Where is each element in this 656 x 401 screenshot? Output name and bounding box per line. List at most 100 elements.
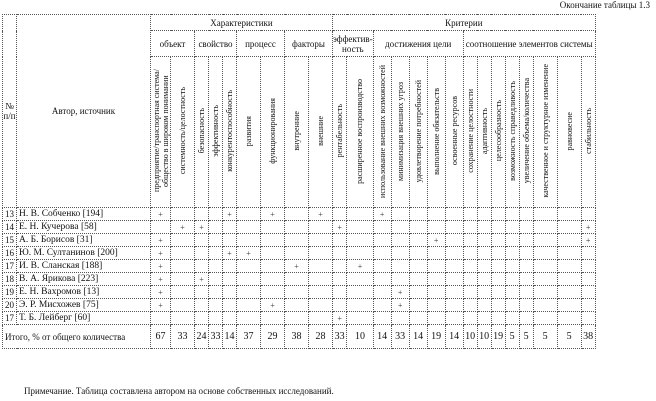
mark-cell [518, 311, 534, 325]
mark-cell: + [580, 233, 596, 247]
mark-cell [170, 285, 195, 299]
row-author: В. А. Ярикова [223] [16, 272, 151, 286]
mark-cell [170, 311, 195, 325]
column-header: выполнение обязательств [426, 56, 446, 208]
column-header: равновесие [556, 56, 582, 208]
mark-cell [556, 207, 582, 221]
row-author: Е. Н. Кучерова [58] [16, 220, 151, 234]
mark-cell: + [194, 272, 209, 286]
mark-cell [444, 311, 464, 325]
mark-cell [331, 246, 348, 260]
mark-cell: + [150, 246, 171, 260]
mark-cell [532, 259, 558, 273]
mark-cell [331, 233, 348, 247]
mark-cell [331, 259, 348, 273]
mark-cell [346, 285, 374, 299]
table-row: 13 Н. В. Собченко [194] + + + + + [2, 207, 596, 221]
mark-cell [580, 272, 596, 286]
group-goal: достижения цели [372, 30, 464, 57]
mark-cell [462, 259, 478, 273]
mark-cell [208, 272, 223, 286]
mark-cell [462, 285, 478, 299]
mark-cell [408, 272, 428, 286]
mark-cell [504, 298, 520, 312]
total-value: 19 [426, 324, 446, 349]
mark-cell [284, 272, 309, 286]
mark-cell [170, 246, 195, 260]
mark-cell [236, 259, 261, 273]
mark-cell [372, 220, 392, 234]
mark-cell [194, 246, 209, 260]
mark-cell [556, 259, 582, 273]
group-property: свойство [194, 30, 237, 57]
mark-cell [284, 285, 309, 299]
mark-cell [518, 272, 534, 286]
column-header: внутренние [284, 56, 309, 208]
mark-cell [236, 311, 261, 325]
mark-cell [331, 207, 348, 221]
mark-cell [504, 246, 520, 260]
mark-cell: + [308, 207, 333, 221]
mark-cell [490, 311, 506, 325]
total-label: Итого, % от общего количества [2, 324, 151, 349]
mark-cell: + [150, 272, 171, 286]
mark-cell [150, 220, 171, 234]
mark-cell [444, 272, 464, 286]
total-value: 10 [462, 324, 478, 349]
table-note: Примечание. Таблица составлена автором н… [24, 386, 334, 396]
mark-cell [426, 246, 446, 260]
mark-cell [444, 233, 464, 247]
mark-cell [260, 220, 285, 234]
mark-cell [580, 298, 596, 312]
total-value: 28 [308, 324, 333, 349]
mark-cell [284, 246, 309, 260]
mark-cell [476, 285, 492, 299]
mark-cell [426, 285, 446, 299]
mark-cell [490, 246, 506, 260]
mark-cell [532, 311, 558, 325]
total-value: 38 [284, 324, 309, 349]
mark-cell [518, 246, 534, 260]
mark-cell [372, 259, 392, 273]
mark-cell [444, 246, 464, 260]
mark-cell [444, 220, 464, 234]
mark-cell [580, 207, 596, 221]
mark-cell [390, 233, 410, 247]
mark-cell [236, 285, 261, 299]
mark-cell: + [150, 298, 171, 312]
column-header: адаптивность [476, 56, 492, 208]
mark-cell [532, 272, 558, 286]
mark-cell [170, 233, 195, 247]
mark-cell: + [284, 259, 309, 273]
total-value: 37 [236, 324, 261, 349]
mark-cell [490, 298, 506, 312]
table-row: 15 А. Б. Борисов [31] + + + [2, 233, 596, 247]
total-row: Итого, % от общего количества 67 33 24 33 14 3… [2, 324, 596, 349]
mark-cell [170, 259, 195, 273]
mark-cell [476, 272, 492, 286]
mark-cell [426, 220, 446, 234]
mark-cell [532, 207, 558, 221]
mark-cell [390, 246, 410, 260]
group-efficiency: эффектив-ность [332, 30, 374, 57]
mark-cell [556, 272, 582, 286]
mark-cell [426, 272, 446, 286]
mark-cell [408, 220, 428, 234]
mark-cell [390, 207, 410, 221]
table-row: 17 И. В. Сланская [188] + + + [2, 259, 596, 273]
mark-cell [222, 298, 237, 312]
column-header: предприятие/транспортная система/обществ… [150, 56, 171, 208]
mark-cell [532, 233, 558, 247]
mark-cell [556, 246, 582, 260]
row-number: 15 [2, 233, 17, 247]
mark-cell [372, 285, 392, 299]
mark-cell [346, 233, 374, 247]
mark-cell [331, 285, 348, 299]
mark-cell [580, 311, 596, 325]
mark-cell [236, 298, 261, 312]
column-header: использование внешних возможностей [372, 56, 392, 208]
mark-cell [208, 285, 223, 299]
mark-cell [518, 233, 534, 247]
mark-cell [444, 259, 464, 273]
mark-cell [194, 259, 209, 273]
